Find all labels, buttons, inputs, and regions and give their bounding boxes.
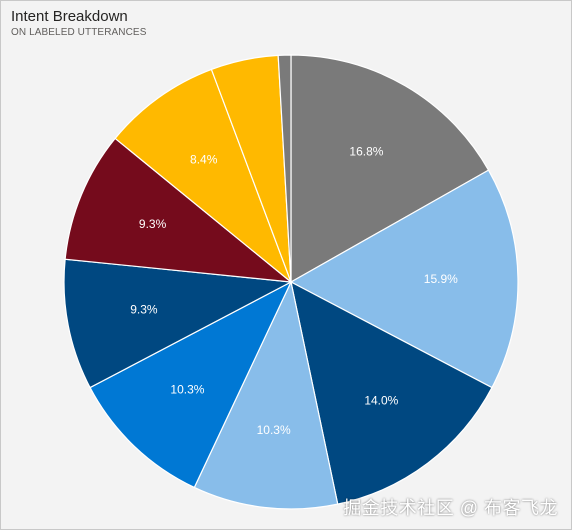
slice-data-label-6: 9.3% — [130, 303, 158, 317]
slice-data-label-8: 8.4% — [190, 152, 218, 166]
pie-slice-5[interactable] — [89, 280, 293, 489]
slice-data-label-4: 10.3% — [257, 423, 291, 437]
slice-data-label-1: 16.8% — [349, 145, 383, 159]
slice-data-label-5: 10.3% — [170, 382, 204, 396]
pie-slice-3[interactable] — [290, 280, 493, 505]
pie-slice-4[interactable] — [193, 280, 339, 510]
slice-data-label-7: 9.3% — [139, 217, 167, 231]
watermark-text: 掘金技术社区 @ 布客飞龙 — [343, 498, 558, 518]
pie-slice-1[interactable] — [290, 54, 490, 284]
pie-slice-6[interactable] — [63, 258, 294, 389]
pie-slice-2[interactable] — [289, 169, 519, 389]
pie-labels: 16.8% 15.9% 14.0% 10.3% 10.3% 9.3% 9.3% 8.4% — [130, 145, 458, 437]
slice-data-label-2: 15.9% — [424, 272, 458, 286]
pie-slice-7[interactable] — [64, 137, 293, 283]
chart-subtitle: ON LABELED UTTERANCES — [11, 27, 147, 38]
chart-title: Intent Breakdown — [11, 8, 128, 25]
slice-data-label-3: 14.0% — [364, 394, 398, 408]
pie-slice-10[interactable] — [277, 54, 292, 283]
pie-slice-8[interactable] — [114, 68, 293, 284]
pie-slices — [63, 54, 519, 510]
